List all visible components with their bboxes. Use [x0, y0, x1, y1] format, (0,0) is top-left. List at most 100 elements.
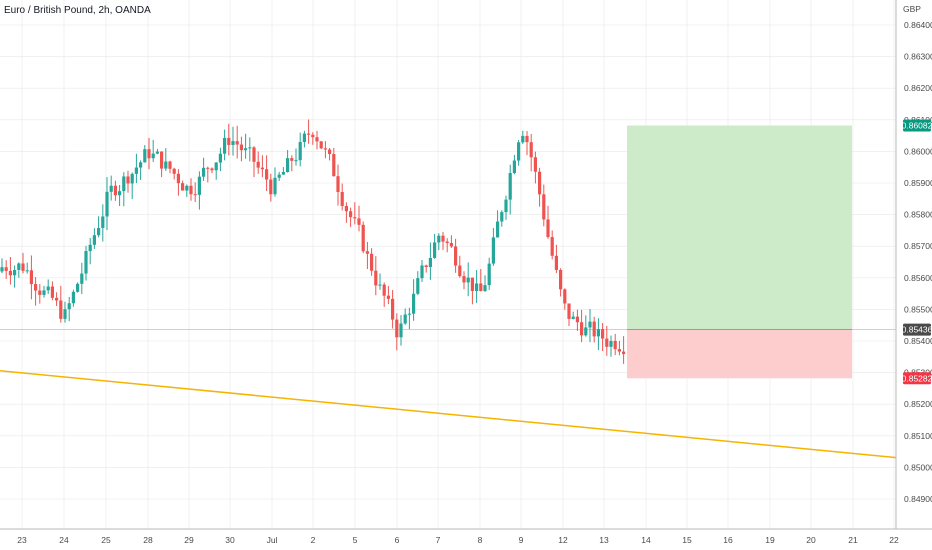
- price-tag-target: [903, 119, 931, 132]
- candle-body: [466, 277, 470, 283]
- price-tag-stop: [903, 372, 931, 385]
- y-tick-label: 0.84900: [904, 494, 932, 504]
- x-tick-label: 19: [765, 535, 775, 545]
- candle-body: [353, 217, 357, 219]
- candle-body: [487, 263, 491, 286]
- price-tag-label: 0.86082: [902, 120, 932, 130]
- candle-body: [454, 246, 458, 266]
- candle-body: [248, 147, 252, 149]
- candle-body: [281, 172, 285, 175]
- candle-body: [176, 173, 180, 184]
- candle-body: [433, 242, 437, 258]
- candle-body: [84, 251, 88, 274]
- candlestick-series: [0, 119, 626, 364]
- candle-body: [475, 283, 479, 292]
- candle-body: [59, 300, 63, 319]
- candle-body: [181, 183, 185, 191]
- candle-body: [424, 265, 428, 268]
- x-tick-label: 14: [641, 535, 651, 545]
- candle-body: [412, 293, 416, 314]
- candle-body: [50, 286, 54, 298]
- candle-body: [0, 267, 4, 272]
- price-tag-entry: [903, 323, 931, 336]
- candle-body: [596, 329, 600, 337]
- candle-body: [63, 309, 67, 319]
- candle-body: [206, 167, 210, 169]
- candle-body: [307, 133, 311, 135]
- currency-label: GBP: [903, 4, 921, 14]
- x-tick-label: 15: [682, 535, 692, 545]
- candle-body: [197, 176, 201, 195]
- y-tick-label: 0.85900: [904, 178, 932, 188]
- long-position-tool[interactable]: [0, 125, 896, 379]
- candle-body: [244, 148, 248, 151]
- loss-zone[interactable]: [627, 329, 852, 379]
- candle-body: [172, 168, 176, 174]
- candle-body: [227, 137, 231, 145]
- candle-body: [336, 176, 340, 193]
- candle-body: [407, 313, 411, 315]
- candle-body: [231, 141, 235, 145]
- x-tick-label: 21: [848, 535, 858, 545]
- price-tag-label: 0.85436: [902, 325, 932, 335]
- candle-body: [588, 321, 592, 328]
- candle-body: [223, 137, 227, 154]
- profit-zone[interactable]: [627, 125, 852, 330]
- y-tick-label: 0.86000: [904, 146, 932, 156]
- candle-body: [42, 290, 46, 295]
- candle-body: [67, 303, 71, 310]
- candle-body: [344, 206, 348, 212]
- candle-body: [525, 135, 529, 143]
- x-tick-label: 6: [395, 535, 400, 545]
- candle-body: [155, 151, 159, 154]
- candle-body: [571, 316, 575, 319]
- y-tick-label: 0.85800: [904, 210, 932, 220]
- x-tick-label: 29: [184, 535, 194, 545]
- trendline-segment[interactable]: [0, 369, 897, 459]
- candle-body: [38, 290, 42, 295]
- candle-body: [592, 321, 596, 337]
- candle-body: [315, 137, 319, 142]
- y-tick-label: 0.85100: [904, 431, 932, 441]
- candle-body: [441, 235, 445, 242]
- candle-body: [378, 284, 382, 286]
- candle-body: [546, 219, 550, 238]
- candle-body: [147, 149, 151, 159]
- candle-body: [584, 327, 588, 336]
- candle-body: [399, 323, 403, 338]
- price-tag-label: 0.85282: [902, 373, 932, 383]
- candle-body: [143, 149, 147, 163]
- candle-body: [483, 285, 487, 292]
- candle-body: [357, 218, 361, 225]
- candle-body: [302, 133, 306, 143]
- candle-body: [294, 160, 298, 162]
- candle-body: [210, 168, 214, 171]
- y-tick-label: 0.85000: [904, 462, 932, 472]
- candle-body: [34, 284, 38, 291]
- candle-body: [25, 270, 29, 272]
- candle-body: [428, 257, 432, 268]
- x-tick-label: 20: [806, 535, 816, 545]
- candle-body: [55, 297, 59, 301]
- candle-body: [273, 177, 277, 195]
- candle-body: [126, 176, 130, 184]
- candle-body: [118, 191, 122, 196]
- candle-body: [328, 149, 332, 155]
- candle-body: [260, 167, 264, 170]
- candle-body: [491, 237, 495, 264]
- y-tick-label: 0.85600: [904, 273, 932, 283]
- candle-body: [105, 191, 109, 217]
- candle-body: [202, 167, 206, 177]
- candle-body: [286, 158, 290, 173]
- x-tick-label: 16: [723, 535, 733, 545]
- candle-body: [504, 199, 508, 213]
- x-tick-label: 5: [353, 535, 358, 545]
- candle-body: [109, 185, 113, 192]
- candle-body: [151, 153, 155, 159]
- candle-body: [13, 269, 17, 276]
- trendline[interactable]: [0, 369, 897, 459]
- candle-body: [580, 322, 584, 336]
- candle-body: [403, 314, 407, 324]
- candle-body: [420, 265, 424, 279]
